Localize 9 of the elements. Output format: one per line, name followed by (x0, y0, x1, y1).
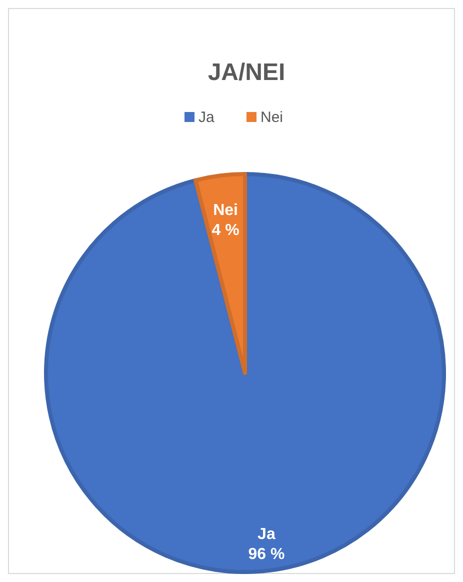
chart-title: JA/NEI (208, 59, 286, 86)
slice-label: Ja (258, 526, 276, 543)
pie-slice (194, 172, 247, 375)
data-label: 96 % (248, 546, 285, 563)
legend-label: Ja (198, 109, 215, 126)
slice-label: Nei (213, 202, 238, 220)
pie-slice (44, 172, 446, 574)
legend-label: Nei (260, 109, 284, 126)
data-label: 4 % (212, 222, 240, 240)
